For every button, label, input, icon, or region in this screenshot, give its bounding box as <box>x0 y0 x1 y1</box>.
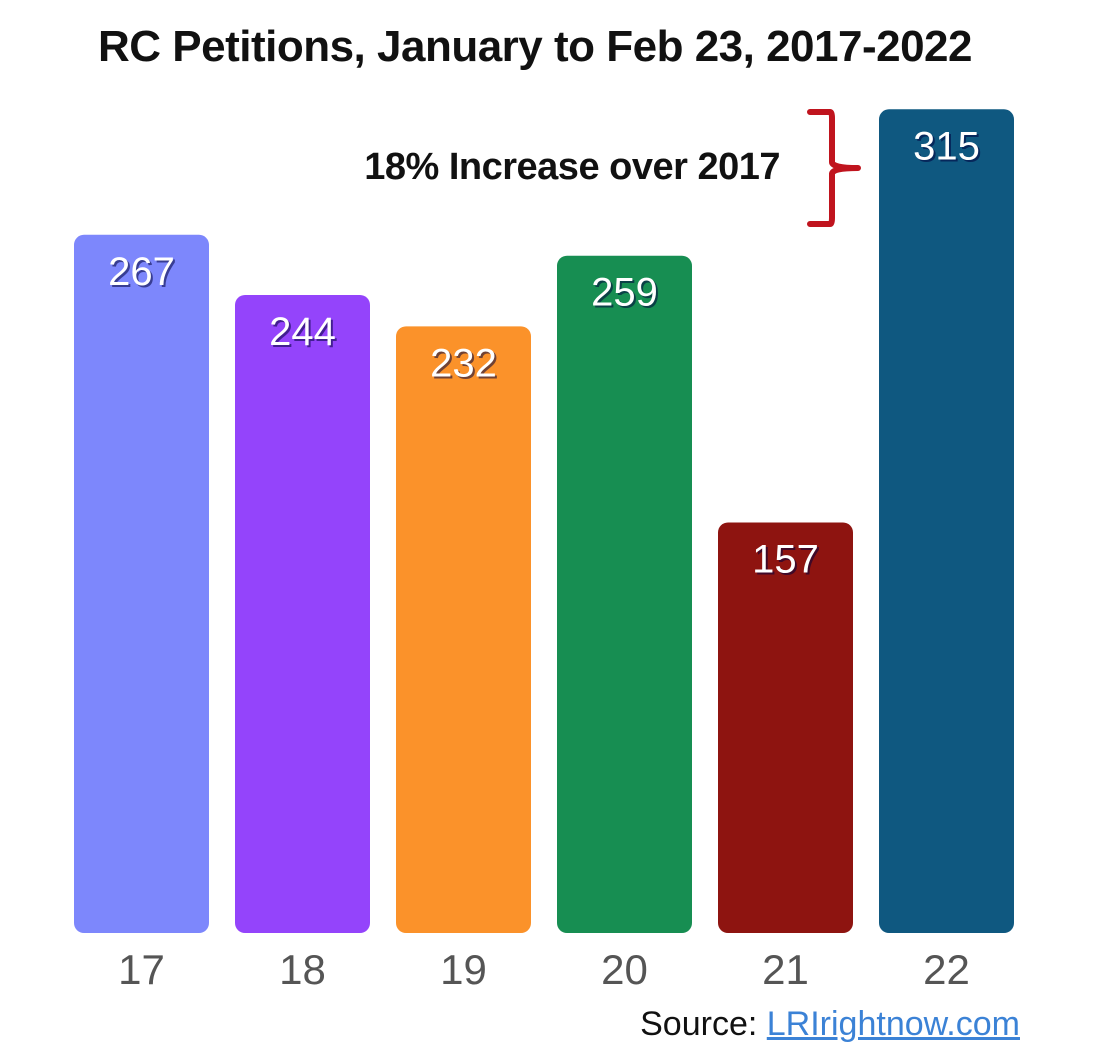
x-tick-labels-layer: 17 18 19 20 21 22 <box>118 946 970 993</box>
value-label-shadow: 315 <box>915 126 982 170</box>
x-tick-label: 21 <box>762 946 809 993</box>
bars-layer <box>74 109 1014 934</box>
source-note: Source: LRIrightnow.com <box>640 1005 1020 1044</box>
bar-17 <box>74 234 209 934</box>
bar-18 <box>235 294 370 933</box>
bar-21 <box>718 522 853 933</box>
x-tick-label: 19 <box>440 946 487 993</box>
bar-20 <box>557 255 692 934</box>
value-label: 244 <box>269 310 336 354</box>
value-label: 315 <box>913 124 980 168</box>
value-label: 157 <box>752 537 819 581</box>
increase-annotation: 18% Increase over 2017 <box>364 146 780 188</box>
value-label-shadow: 259 <box>593 273 660 317</box>
value-label-shadow: 232 <box>432 343 499 387</box>
value-label-shadow: 244 <box>271 312 338 356</box>
x-tick-label: 20 <box>601 946 648 993</box>
source-link[interactable]: LRIrightnow.com <box>766 1005 1020 1043</box>
x-tick-label: 18 <box>279 946 326 993</box>
x-tick-label: 22 <box>923 946 970 993</box>
chart-title: RC Petitions, January to Feb 23, 2017-20… <box>97 22 973 71</box>
value-label: 267 <box>108 250 175 294</box>
source-label: Source: <box>640 1005 758 1043</box>
x-tick-label: 17 <box>118 946 165 993</box>
value-label-shadow: 157 <box>754 539 821 583</box>
bar-19 <box>396 326 531 933</box>
bar-22 <box>879 109 1014 933</box>
value-label-shadow: 267 <box>110 252 177 296</box>
value-label: 232 <box>430 341 497 385</box>
value-label: 259 <box>591 271 658 315</box>
brace-icon <box>807 109 861 227</box>
